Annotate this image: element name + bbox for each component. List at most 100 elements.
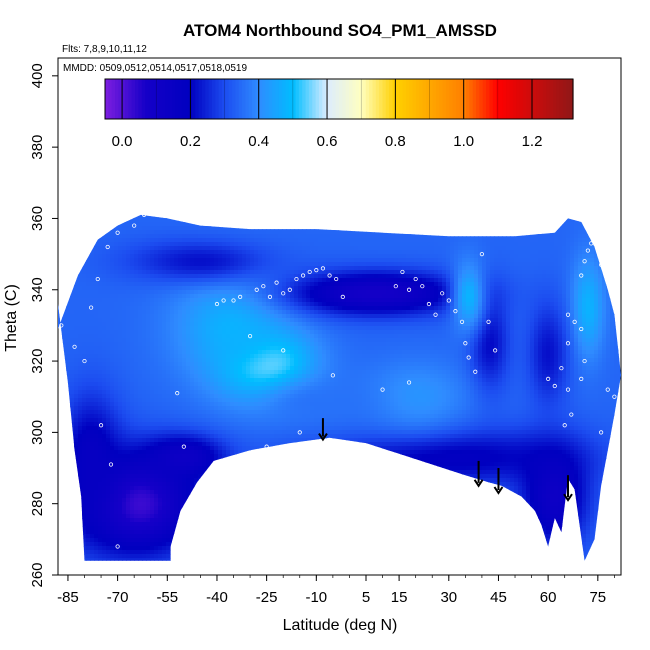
heatmap-cell [162,226,167,231]
heatmap-cell [158,430,163,435]
heatmap-cell [198,486,203,491]
heatmap-cell [70,290,75,295]
heatmap-cell [98,498,103,503]
heatmap-cell [122,434,127,439]
heatmap-cell [198,358,203,363]
heatmap-cell [174,290,179,295]
heatmap-cell [242,238,247,243]
heatmap-cell [214,502,219,507]
heatmap-cell [166,198,171,203]
heatmap-cell [202,198,207,203]
heatmap-cell [242,354,247,359]
heatmap-cell [262,402,267,407]
heatmap-cell [90,566,95,571]
heatmap-cell [98,454,103,459]
heatmap-cell [206,294,211,299]
heatmap-cell [82,198,87,203]
heatmap-cell [266,206,271,211]
heatmap-cell [230,434,235,439]
heatmap-cell [194,330,199,335]
heatmap-cell [142,346,147,351]
heatmap-cell [150,462,155,467]
heatmap-cell [210,222,215,227]
heatmap-cell [246,498,251,503]
heatmap-cell [166,458,171,463]
heatmap-cell [134,466,139,471]
heatmap-cell [254,374,259,379]
heatmap-cell [258,258,263,263]
heatmap-cell [74,494,79,499]
heatmap-cell [198,410,203,415]
heatmap-cell [162,282,167,287]
heatmap-cell [222,506,227,511]
heatmap-cell [222,402,227,407]
heatmap-cell [218,410,223,415]
heatmap-cell [70,518,75,523]
heatmap-cell [78,322,83,327]
heatmap-cell [178,458,183,463]
heatmap-cell [130,398,135,403]
heatmap-cell [154,490,159,495]
heatmap-cell [254,486,259,491]
heatmap-cell [142,270,147,275]
heatmap-cell [206,226,211,231]
heatmap-cell [234,362,239,367]
heatmap-cell [66,218,71,223]
heatmap-cell [258,198,263,203]
heatmap-cell [194,258,199,263]
heatmap-cell [242,398,247,403]
heatmap-cell [174,502,179,507]
heatmap-cell [126,566,131,571]
heatmap-cell [186,474,191,479]
heatmap-cell [98,398,103,403]
heatmap-cell [102,534,107,539]
heatmap-cell [202,510,207,515]
heatmap-cell [230,378,235,383]
heatmap-cell [134,298,139,303]
heatmap-cell [234,246,239,251]
heatmap-cell [126,322,131,327]
heatmap-cell [202,386,207,391]
heatmap-cell [66,550,71,555]
heatmap-cell [138,486,143,491]
heatmap-cell [230,318,235,323]
heatmap-cell [210,330,215,335]
heatmap-cell [122,354,127,359]
heatmap-cell [162,302,167,307]
heatmap-cell [162,342,167,347]
heatmap-cell [246,482,251,487]
heatmap-cell [238,558,243,561]
heatmap-cell [90,410,95,415]
heatmap-cell [110,422,115,427]
heatmap-cell [142,522,147,527]
heatmap-cell [118,542,123,547]
heatmap-cell [146,322,151,327]
heatmap-cell [62,466,67,471]
heatmap-cell [82,298,87,303]
heatmap-cell [78,462,83,467]
heatmap-cell [114,474,119,479]
heatmap-cell [178,322,183,327]
heatmap-cell [142,546,147,551]
heatmap-cell [186,558,191,561]
heatmap-cell [78,398,83,403]
heatmap-cell [218,406,223,411]
heatmap-cell [74,286,79,291]
heatmap-cell [158,362,163,367]
heatmap-cell [90,330,95,335]
heatmap-cell [58,274,63,279]
heatmap-cell [182,442,187,447]
heatmap-cell [130,406,135,411]
heatmap-cell [98,406,103,411]
heatmap-cell [190,318,195,323]
heatmap-cell [90,282,95,287]
heatmap-cell [166,206,171,211]
heatmap-cell [102,458,107,463]
heatmap-cell [74,282,79,287]
heatmap-cell [70,302,75,307]
heatmap-cell [226,490,231,495]
heatmap-cell [218,378,223,383]
heatmap-cell [242,490,247,495]
heatmap-cell [162,490,167,495]
heatmap-cell [238,246,243,251]
